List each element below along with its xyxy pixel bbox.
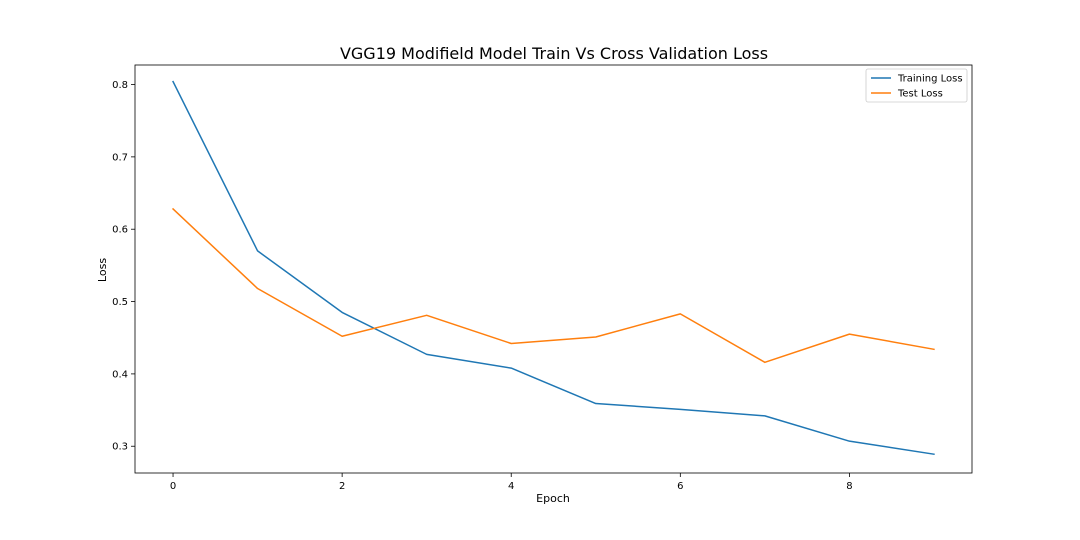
series-line-training-loss [172, 80, 935, 456]
y-tick-label: 0.3 [112, 442, 128, 453]
legend: Training Loss Test Loss [865, 68, 968, 103]
legend-label: Test Loss [897, 89, 943, 100]
x-tick-label: 8 [846, 481, 852, 492]
y-tick-label: 0.5 [112, 297, 128, 308]
y-axis: 0.3 0.4 0.5 0.6 0.7 0.8 [112, 80, 135, 453]
x-tick-label: 2 [339, 481, 345, 492]
y-tick-label: 0.6 [112, 225, 128, 236]
y-axis-label: Loss [96, 258, 109, 282]
y-tick-label: 0.7 [112, 152, 128, 163]
legend-box [865, 68, 968, 103]
chart-title: VGG19 Modifield Model Train Vs Cross Val… [340, 44, 768, 63]
series-lines [171, 80, 935, 456]
series-line-test-loss [171, 207, 935, 364]
y-tick-label: 0.4 [112, 369, 128, 380]
plot-area [134, 64, 973, 474]
x-axis: 0 2 4 6 8 [170, 473, 853, 492]
x-tick-label: 6 [677, 481, 683, 492]
x-tick-label: 0 [170, 481, 176, 492]
y-tick-label: 0.8 [112, 80, 128, 91]
x-axis-label: Epoch [536, 492, 570, 505]
legend-label: Training Loss [897, 74, 963, 85]
x-tick-label: 4 [508, 481, 514, 492]
